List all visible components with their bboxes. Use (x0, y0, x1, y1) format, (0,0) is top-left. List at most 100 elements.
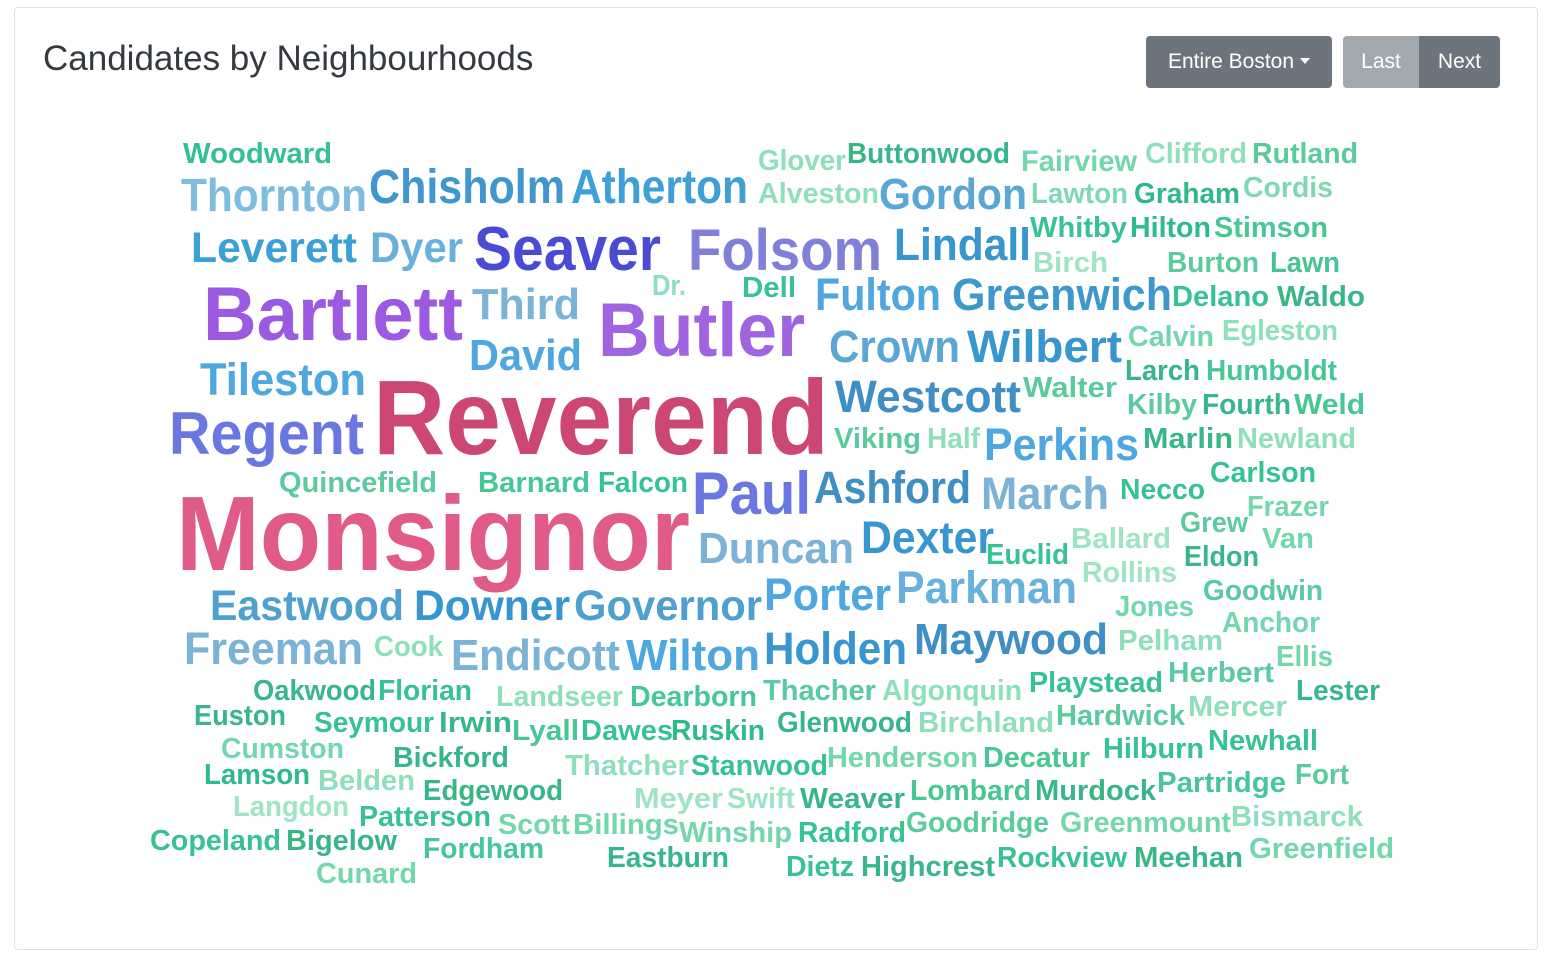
word-gordon[interactable]: Gordon (879, 170, 1027, 219)
word-seymour[interactable]: Seymour (314, 707, 434, 739)
word-downer[interactable]: Downer (414, 582, 570, 630)
word-mercer[interactable]: Mercer (1188, 691, 1287, 723)
word-oakwood[interactable]: Oakwood (253, 675, 376, 707)
word-duncan[interactable]: Duncan (698, 524, 854, 573)
word-weld[interactable]: Weld (1294, 389, 1365, 421)
word-alveston[interactable]: Alveston (758, 178, 879, 210)
word-half[interactable]: Half (927, 423, 980, 455)
word-dawes[interactable]: Dawes (581, 715, 673, 747)
word-newland[interactable]: Newland (1237, 423, 1356, 455)
word-kilby[interactable]: Kilby (1127, 389, 1197, 421)
word-winship[interactable]: Winship (679, 817, 792, 849)
word-wilton[interactable]: Wilton (626, 631, 760, 680)
word-endicott[interactable]: Endicott (451, 631, 620, 680)
word-reverend[interactable]: Reverend (373, 359, 829, 477)
word-necco[interactable]: Necco (1120, 474, 1205, 506)
word-partridge[interactable]: Partridge (1157, 767, 1286, 799)
word-scott[interactable]: Scott (498, 809, 570, 841)
word-murdock[interactable]: Murdock (1035, 775, 1157, 807)
last-button[interactable]: Last (1343, 36, 1419, 88)
word-ruskin[interactable]: Ruskin (671, 715, 765, 747)
word-eastwood[interactable]: Eastwood (210, 582, 404, 630)
word-belden[interactable]: Belden (318, 765, 415, 797)
word-westcott[interactable]: Westcott (835, 371, 1021, 422)
word-newhall[interactable]: Newhall (1208, 725, 1318, 757)
word-seaver[interactable]: Seaver (474, 215, 661, 284)
word-playstead[interactable]: Playstead (1029, 667, 1163, 699)
word-rollins[interactable]: Rollins (1082, 557, 1177, 589)
word-henderson[interactable]: Henderson (827, 742, 978, 774)
word-fourth[interactable]: Fourth (1202, 389, 1291, 421)
word-cunard[interactable]: Cunard (316, 858, 417, 890)
word-buttonwood[interactable]: Buttonwood (847, 138, 1010, 170)
word-woodward[interactable]: Woodward (183, 138, 332, 170)
word-hardwick[interactable]: Hardwick (1056, 700, 1186, 732)
word-crown[interactable]: Crown (829, 321, 960, 372)
word-euclid[interactable]: Euclid (986, 539, 1069, 571)
word-paul[interactable]: Paul (692, 460, 811, 527)
word-thornton[interactable]: Thornton (181, 169, 367, 221)
word-butler[interactable]: Butler (598, 288, 805, 373)
word-monsignor[interactable]: Monsignor (176, 475, 690, 593)
area-dropdown-button[interactable]: Entire Boston (1146, 36, 1332, 88)
word-copeland[interactable]: Copeland (150, 825, 281, 857)
word-larch[interactable]: Larch (1125, 355, 1200, 387)
word-clifford[interactable]: Clifford (1145, 138, 1247, 170)
word-cumston[interactable]: Cumston (221, 733, 344, 765)
word-march[interactable]: March (981, 468, 1109, 519)
word-stanwood[interactable]: Stanwood (691, 750, 828, 782)
word-ellis[interactable]: Ellis (1276, 641, 1333, 673)
word-barnard[interactable]: Barnard (478, 467, 590, 499)
word-atherton[interactable]: Atherton (571, 161, 748, 214)
word-greenwich[interactable]: Greenwich (952, 269, 1172, 320)
word-lawn[interactable]: Lawn (1270, 247, 1340, 279)
word-falcon[interactable]: Falcon (598, 467, 688, 499)
word-folsom[interactable]: Folsom (688, 218, 882, 283)
word-radford[interactable]: Radford (798, 817, 906, 849)
word-whitby[interactable]: Whitby (1030, 212, 1127, 244)
word-swift[interactable]: Swift (727, 783, 795, 815)
word-hilburn[interactable]: Hilburn (1103, 733, 1204, 765)
word-parkman[interactable]: Parkman (896, 562, 1077, 613)
word-decatur[interactable]: Decatur (983, 742, 1090, 774)
word-greenmount[interactable]: Greenmount (1060, 807, 1231, 839)
word-florian[interactable]: Florian (378, 675, 472, 707)
word-highcrest[interactable]: Highcrest (861, 851, 995, 883)
word-algonquin[interactable]: Algonquin (882, 675, 1022, 707)
word-goodridge[interactable]: Goodridge (906, 807, 1049, 839)
word-edgewood[interactable]: Edgewood (423, 775, 563, 807)
word-dexter[interactable]: Dexter (861, 512, 994, 563)
word-fordham[interactable]: Fordham (423, 833, 544, 865)
word-pelham[interactable]: Pelham (1118, 625, 1223, 657)
word-delano[interactable]: Delano (1172, 281, 1269, 313)
word-porter[interactable]: Porter (764, 569, 891, 620)
word-patterson[interactable]: Patterson (359, 801, 491, 833)
word-maywood[interactable]: Maywood (914, 615, 1108, 664)
word-regent[interactable]: Regent (169, 400, 364, 467)
word-jones[interactable]: Jones (1115, 591, 1194, 623)
word-rockview[interactable]: Rockview (997, 842, 1127, 874)
word-chisholm[interactable]: Chisholm (369, 161, 565, 214)
word-wilbert[interactable]: Wilbert (967, 321, 1122, 372)
word-third[interactable]: Third (472, 280, 580, 329)
word-egleston[interactable]: Egleston (1222, 315, 1338, 347)
word-hilton[interactable]: Hilton (1130, 212, 1211, 244)
word-cordis[interactable]: Cordis (1243, 172, 1333, 204)
word-irwin[interactable]: Irwin (439, 707, 512, 739)
word-carlson[interactable]: Carlson (1210, 457, 1316, 489)
word-langdon[interactable]: Langdon (233, 791, 349, 823)
word-grew[interactable]: Grew (1180, 507, 1248, 539)
word-dr[interactable]: Dr. (652, 270, 686, 302)
word-lindall[interactable]: Lindall (894, 219, 1031, 270)
word-burton[interactable]: Burton (1167, 247, 1259, 279)
word-greenfield[interactable]: Greenfield (1249, 833, 1394, 865)
word-van[interactable]: Van (1262, 523, 1314, 555)
word-walter[interactable]: Walter (1023, 372, 1117, 404)
word-eldon[interactable]: Eldon (1184, 541, 1259, 573)
word-bismarck[interactable]: Bismarck (1231, 801, 1364, 833)
word-tileston[interactable]: Tileston (200, 354, 366, 405)
word-glover[interactable]: Glover (758, 145, 846, 177)
word-thacher[interactable]: Thacher (763, 675, 876, 707)
word-graham[interactable]: Graham (1134, 178, 1240, 210)
word-lawton[interactable]: Lawton (1031, 178, 1128, 210)
